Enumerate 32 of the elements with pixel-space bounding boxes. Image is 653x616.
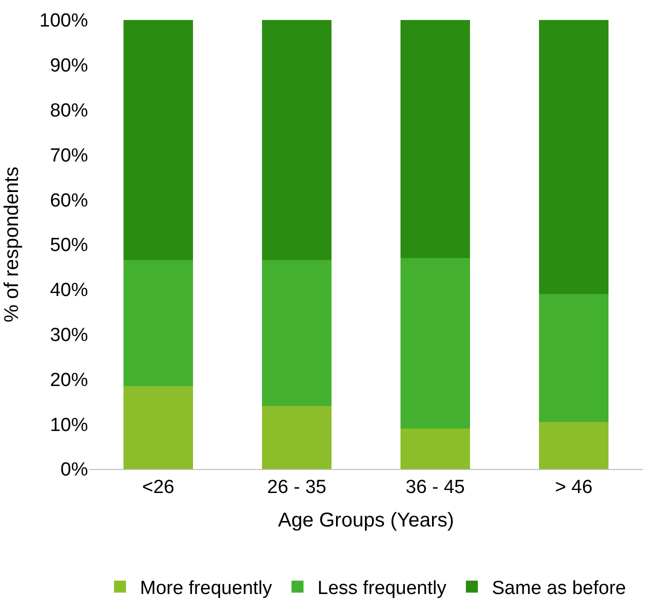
bar [539,20,608,294]
y-tick-label: 80% [50,100,88,122]
bar [539,294,608,422]
legend-label: Same as before [492,578,626,600]
y-tick-label: 70% [50,145,88,166]
y-tick-label: 60% [50,190,88,212]
bar [262,20,332,260]
bar [124,260,193,386]
y-tick-label: 100% [39,10,88,32]
bar [262,406,332,469]
x-tick-label: 26 - 35 [267,476,326,498]
y-tick-label: 50% [50,235,88,256]
y-tick-label: 90% [50,56,88,77]
y-tick-label: 0% [60,460,88,481]
bar [400,428,470,469]
y-tick-label: 30% [50,324,88,346]
legend-label: Less frequently [318,578,447,600]
bar [124,20,193,260]
y-tick-label: 40% [50,280,88,302]
bar [262,260,332,406]
x-axis-title: Age Groups (Years) [278,509,454,532]
bar [400,258,470,429]
y-axis-title: % of respondents [0,166,23,322]
x-tick-label: > 46 [554,476,593,498]
legend-label: More frequently [140,578,273,600]
x-tick-label: <26 [142,476,174,498]
bar [539,422,608,469]
y-tick-label: 10% [50,414,88,436]
bar [400,20,470,258]
x-tick-label: 36 - 45 [406,476,465,498]
y-tick-label: 20% [50,370,88,391]
bar [124,386,193,469]
